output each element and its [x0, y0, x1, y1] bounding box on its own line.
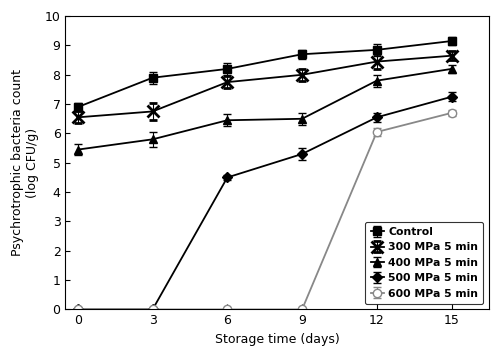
Y-axis label: Psychrotrophic bacteria count
(log CFU/g): Psychrotrophic bacteria count (log CFU/g… — [11, 69, 39, 256]
Legend: Control, 300 MPa 5 min, 400 MPa 5 min, 500 MPa 5 min, 600 MPa 5 min: Control, 300 MPa 5 min, 400 MPa 5 min, 5… — [366, 222, 484, 304]
X-axis label: Storage time (days): Storage time (days) — [215, 333, 340, 346]
